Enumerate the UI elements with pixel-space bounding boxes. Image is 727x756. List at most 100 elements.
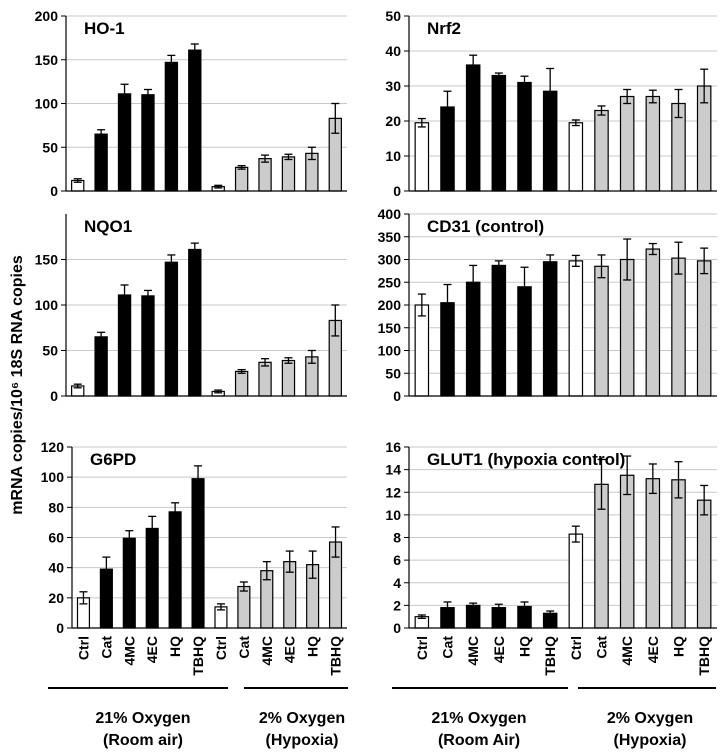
y-tick-label: 0	[50, 183, 58, 199]
bar	[164, 261, 179, 397]
y-tick-label: 14	[385, 462, 401, 478]
y-tick-label: 50	[385, 8, 401, 24]
panel-title: NQO1	[84, 217, 132, 236]
x-tick-label: Cat	[98, 636, 114, 659]
x-tick-label: TBHQ	[696, 636, 712, 676]
x-tick-label: TBHQ	[328, 636, 344, 676]
bar	[281, 156, 296, 192]
y-tick-label: 300	[378, 252, 402, 268]
bar	[542, 261, 558, 397]
y-tick-label: 250	[378, 274, 402, 290]
y-tick-label: 60	[48, 530, 64, 546]
bar	[258, 158, 272, 192]
group-label-line2: (Room Air)	[438, 732, 520, 749]
panel-title: G6PD	[90, 450, 136, 469]
x-tick-label: 4MC	[259, 636, 275, 666]
bar	[491, 74, 507, 192]
panel-cd31-control: 0 50 100 150 200 250 300 350 400 CD31 (control)	[378, 206, 717, 404]
bar	[117, 93, 132, 192]
x-tick-label: HQ	[167, 636, 183, 657]
bar	[122, 537, 136, 629]
panel-nrf2: 0 10 20 30 40 50 Nrf2	[385, 8, 717, 199]
y-tick-label: 150	[35, 52, 59, 68]
bar	[258, 361, 272, 397]
bar	[141, 94, 155, 192]
panel-ho-1: 0 50 100 150 200 HO-1	[35, 8, 347, 199]
bar	[234, 166, 249, 192]
bar	[568, 260, 584, 397]
y-tick-label: 10	[385, 148, 401, 164]
bar	[188, 49, 202, 192]
bar	[141, 295, 155, 397]
bar	[696, 499, 712, 629]
group-labels: 21% Oxygen (Room air) 2% Oxygen (Hypoxia) 21…	[48, 687, 716, 749]
group-label-line2: (Hypoxia)	[614, 732, 687, 749]
y-tick-label: 400	[378, 206, 402, 222]
x-tick-label: Ctrl	[568, 636, 584, 660]
panel-title: Nrf2	[427, 19, 461, 38]
group-label-line2: (Room air)	[103, 732, 183, 749]
x-tick-label: Cat	[440, 636, 456, 659]
bar	[188, 248, 202, 397]
x-tick-label: Ctrl	[213, 636, 229, 660]
bar	[594, 265, 609, 397]
y-tick-label: 120	[41, 439, 65, 455]
x-tick-label: TBHQ	[542, 636, 558, 676]
bar	[568, 533, 584, 629]
y-tick-label: 80	[48, 499, 64, 515]
y-tick-label: 0	[393, 183, 401, 199]
panels: 050100150200HO-101020304050Nrf2050100150…	[35, 8, 717, 676]
x-tick-label: 4MC	[619, 636, 635, 666]
y-tick-label: 30	[385, 78, 401, 94]
bar	[645, 248, 661, 397]
bar	[619, 474, 635, 629]
y-tick-label: 200	[378, 297, 402, 313]
bar	[619, 95, 635, 192]
x-tick-label: TBHQ	[190, 636, 206, 676]
bar	[414, 304, 430, 397]
panel-title: GLUT1 (hypoxia control)	[427, 450, 625, 469]
bar	[117, 294, 132, 397]
x-tick-label: HQ	[305, 636, 321, 657]
bar	[671, 257, 686, 397]
panel-glut1-hypoxia-control: 0 2 4 6 8 10 12 14 16 Ctrl Cat 4MC 4EC HQ TBHQ Ctrl Cat 4…	[385, 439, 717, 676]
bar	[237, 585, 251, 629]
bar	[568, 122, 584, 192]
panel-title: HO-1	[84, 19, 125, 38]
bar	[594, 109, 609, 192]
x-tick-label: HQ	[671, 636, 687, 657]
y-tick-label: 0	[50, 388, 58, 404]
bar	[145, 527, 159, 629]
bar	[645, 95, 661, 192]
y-tick-label: 150	[378, 320, 402, 336]
bar	[94, 133, 108, 192]
panel-nqo1: 0 50 100 150 NQO1	[35, 214, 347, 404]
y-tick-label: 0	[393, 388, 401, 404]
y-tick-label: 350	[378, 229, 402, 245]
bar	[234, 370, 249, 397]
y-tick-label: 6	[393, 552, 401, 568]
x-tick-label: HQ	[517, 636, 533, 657]
y-tick-label: 100	[35, 96, 59, 112]
x-tick-label: Cat	[594, 636, 610, 659]
x-tick-label: Ctrl	[414, 636, 430, 660]
y-tick-label: 16	[385, 439, 401, 455]
y-tick-label: 4	[393, 575, 401, 591]
x-tick-label: 4EC	[491, 636, 507, 663]
y-tick-label: 50	[385, 365, 401, 381]
y-tick-label: 12	[385, 484, 401, 500]
bar	[465, 64, 481, 192]
group-label-line1: 21% Oxygen	[431, 710, 526, 727]
bar	[191, 478, 205, 629]
x-tick-label: 4EC	[645, 636, 661, 663]
x-tick-label: 4EC	[144, 636, 160, 663]
y-tick-label: 50	[42, 139, 58, 155]
group-label-line2: (Hypoxia)	[266, 732, 339, 749]
bar	[517, 81, 532, 192]
x-tick-label: 4MC	[465, 636, 481, 666]
group-label-line1: 2% Oxygen	[259, 710, 345, 727]
y-tick-label: 0	[393, 620, 401, 636]
x-tick-label: 4MC	[121, 636, 137, 666]
panel-g6pd: 0 20 40 60 80 100 120 Ctrl Cat 4MC 4EC HQ TBHQ Ctrl Ca…	[41, 439, 347, 676]
